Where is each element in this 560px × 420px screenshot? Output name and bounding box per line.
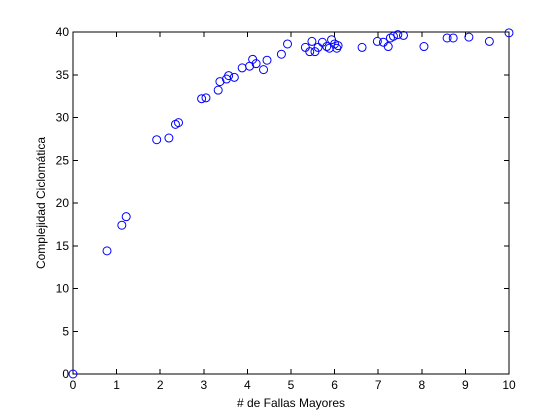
data-point bbox=[201, 93, 211, 103]
x-tick-label: 10 bbox=[502, 378, 516, 392]
data-point bbox=[224, 71, 234, 81]
x-tick-label: 0 bbox=[70, 378, 77, 392]
data-point bbox=[307, 36, 317, 46]
x-tick-label: 9 bbox=[462, 378, 469, 392]
data-point bbox=[333, 41, 343, 51]
x-tick-label: 7 bbox=[375, 378, 382, 392]
data-point bbox=[372, 36, 382, 46]
data-point bbox=[251, 59, 261, 69]
data-point bbox=[398, 30, 408, 40]
data-point bbox=[283, 39, 293, 49]
data-point bbox=[484, 36, 494, 46]
data-point bbox=[262, 55, 272, 65]
x-tick-label: 6 bbox=[331, 378, 338, 392]
y-tick-label: 10 bbox=[56, 282, 70, 296]
data-point bbox=[419, 42, 429, 52]
x-tick-label: 3 bbox=[200, 378, 207, 392]
axis-ticks: 0 1 2 3 4 5 6 7 8 9 10 0 5 10 15 20 25 30 35 40 bbox=[56, 25, 516, 392]
y-tick-label: 20 bbox=[56, 196, 70, 210]
data-point bbox=[164, 133, 174, 143]
x-tick-label: 1 bbox=[113, 378, 120, 392]
data-point bbox=[152, 135, 162, 145]
data-point bbox=[357, 42, 367, 52]
data-point bbox=[229, 72, 239, 82]
y-axis-title: Complejidad Ciclomática bbox=[34, 137, 48, 269]
y-tick-label: 0 bbox=[62, 367, 69, 381]
data-point bbox=[68, 369, 78, 379]
data-point bbox=[464, 32, 474, 42]
data-point bbox=[504, 28, 514, 38]
y-tick-label: 25 bbox=[56, 153, 70, 167]
data-points bbox=[68, 28, 514, 379]
y-tick-label: 5 bbox=[62, 324, 69, 338]
data-point bbox=[197, 94, 207, 104]
data-point bbox=[174, 118, 184, 128]
data-point bbox=[448, 33, 458, 43]
data-point bbox=[388, 31, 398, 41]
data-point bbox=[215, 77, 225, 87]
y-tick-label: 35 bbox=[56, 68, 70, 82]
data-point bbox=[102, 246, 112, 256]
data-point bbox=[393, 30, 403, 40]
data-point bbox=[121, 212, 131, 222]
data-point bbox=[442, 33, 452, 43]
data-point bbox=[305, 47, 315, 57]
data-point bbox=[117, 220, 127, 230]
data-point bbox=[276, 49, 286, 59]
x-tick-label: 5 bbox=[288, 378, 295, 392]
x-tick-label: 8 bbox=[418, 378, 425, 392]
y-tick-label: 40 bbox=[56, 25, 70, 39]
data-point bbox=[322, 42, 332, 52]
x-tick-label: 4 bbox=[244, 378, 251, 392]
data-point bbox=[313, 42, 323, 52]
y-tick-label: 30 bbox=[56, 111, 70, 125]
x-axis-title: # de Fallas Mayores bbox=[237, 396, 345, 410]
data-point bbox=[259, 65, 269, 75]
data-point bbox=[383, 42, 393, 52]
y-tick-label: 15 bbox=[56, 239, 70, 253]
x-tick-label: 2 bbox=[157, 378, 164, 392]
data-point bbox=[213, 85, 223, 95]
